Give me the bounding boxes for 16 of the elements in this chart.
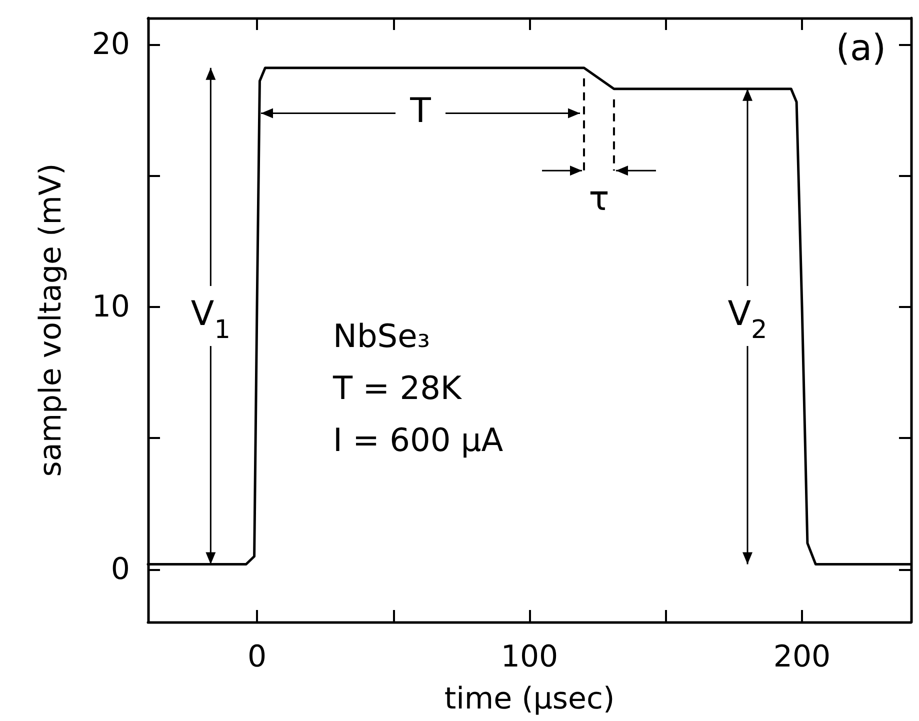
annotation: NbSe₃ xyxy=(333,316,430,355)
annotation: V$_{1}$ xyxy=(190,294,230,346)
y-tick-label: 20 xyxy=(92,26,130,62)
annotation: (a) xyxy=(836,28,886,69)
annotation: I = 600 μA xyxy=(333,420,504,459)
y-tick-label: 10 xyxy=(92,289,130,324)
annotation: T = 28K xyxy=(332,368,462,407)
annotation: V$_{2}$ xyxy=(728,294,768,346)
annotation: T xyxy=(409,91,432,132)
x-tick-label: 200 xyxy=(773,640,831,674)
x-tick-label: 100 xyxy=(500,640,558,674)
y-axis-title: sample voltage (mV) xyxy=(34,163,68,477)
x-axis-title: time (μsec) xyxy=(444,682,615,716)
y-tick-label: 0 xyxy=(110,552,130,587)
x-tick-label: 0 xyxy=(247,640,267,674)
annotation: τ xyxy=(588,179,610,220)
